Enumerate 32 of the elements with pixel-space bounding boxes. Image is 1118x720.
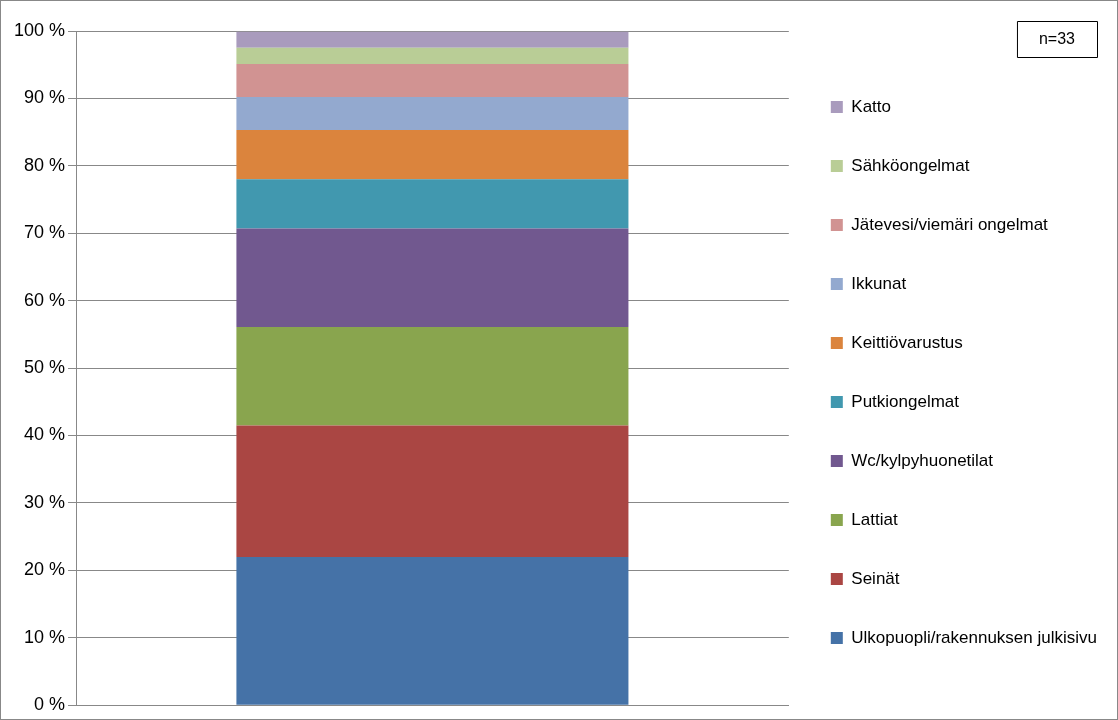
legend-label: Katto: [851, 96, 892, 116]
y-tick-label: 30 %: [24, 491, 66, 512]
legend-label: Sähköongelmat: [851, 155, 970, 175]
legend-label: Keittiövarustus: [851, 332, 963, 352]
bar: [236, 130, 629, 180]
y-tick-label: 50 %: [24, 357, 66, 378]
y-tick-label: 10 %: [24, 626, 66, 647]
bar: [236, 47, 629, 65]
bar: [236, 64, 629, 98]
y-tick-label: 80 %: [24, 154, 66, 175]
bar: [236, 179, 629, 229]
legend-label: Ikkunat: [851, 273, 907, 293]
legend-label: Putkiongelmat: [851, 391, 960, 411]
bar: [236, 228, 629, 327]
y-tick-label: 90 %: [24, 87, 66, 108]
legend-label: Wc/kylpyhuonetilat: [851, 450, 994, 470]
bar: [236, 425, 629, 557]
bar: [236, 556, 629, 705]
bar: [236, 31, 629, 48]
y-tick-label: 70 %: [24, 222, 66, 243]
legend-label: Lattiat: [851, 509, 898, 529]
y-tick-label: 0 %: [34, 694, 66, 715]
legend-label: Seinät: [851, 568, 900, 588]
y-tick-label: 40 %: [24, 424, 66, 445]
y-tick-label: 100 %: [13, 19, 66, 40]
y-tick-label: 60 %: [24, 289, 66, 310]
text: n=33: [1038, 30, 1076, 48]
legend-label: Jätevesi/viemäri ongelmat: [851, 214, 1049, 234]
legend-label: Ulkopuopli/rakennuksen julkisivu: [851, 627, 1097, 647]
y-tick-label: 20 %: [24, 559, 66, 580]
bar: [236, 326, 629, 426]
bar: [236, 97, 629, 131]
